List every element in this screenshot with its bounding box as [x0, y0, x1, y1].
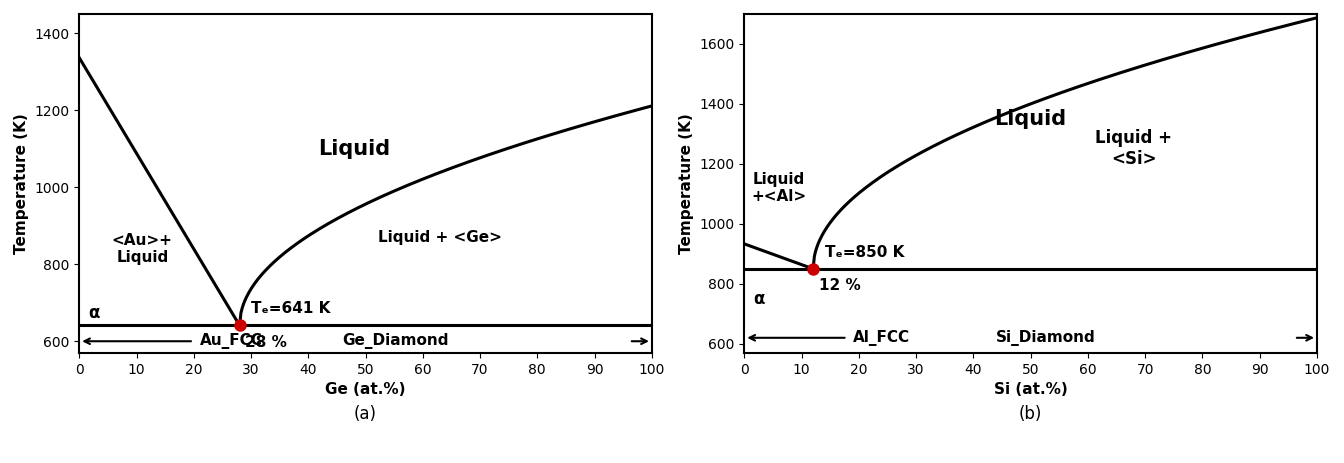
Text: (b): (b) [1019, 405, 1043, 423]
Y-axis label: Temperature (K): Temperature (K) [679, 113, 694, 254]
Text: Au_FCC: Au_FCC [199, 333, 262, 349]
Text: Liquid: Liquid [319, 139, 390, 159]
Text: Tₑ=641 K: Tₑ=641 K [251, 301, 331, 316]
Text: Liquid + <Ge>: Liquid + <Ge> [378, 230, 501, 245]
Text: α: α [87, 304, 99, 322]
Text: Liquid: Liquid [995, 109, 1067, 129]
Text: Al_FCC: Al_FCC [853, 330, 910, 346]
Text: Liquid +
<Si>: Liquid + <Si> [1095, 130, 1172, 168]
Text: α: α [753, 290, 765, 308]
X-axis label: Si (at.%): Si (at.%) [993, 382, 1067, 397]
Text: (a): (a) [353, 405, 378, 423]
Text: 28 %: 28 % [246, 335, 288, 350]
Text: 12 %: 12 % [818, 278, 860, 293]
Text: Tₑ=850 K: Tₑ=850 K [825, 245, 905, 260]
Text: <Au>+
Liquid: <Au>+ Liquid [112, 232, 173, 265]
Text: Si_Diamond: Si_Diamond [996, 330, 1097, 346]
Text: Ge_Diamond: Ge_Diamond [343, 333, 449, 349]
Y-axis label: Temperature (K): Temperature (K) [13, 113, 28, 254]
Text: Liquid
+<Al>: Liquid +<Al> [751, 172, 806, 204]
X-axis label: Ge (at.%): Ge (at.%) [325, 382, 406, 397]
